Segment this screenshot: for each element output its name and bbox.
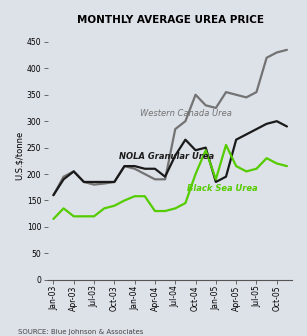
Title: MONTHLY AVERAGE UREA PRICE: MONTHLY AVERAGE UREA PRICE — [77, 15, 264, 25]
Text: NOLA Granular Urea: NOLA Granular Urea — [119, 152, 215, 161]
Text: Black Sea Urea: Black Sea Urea — [188, 184, 258, 193]
Text: SOURCE: Blue Johnson & Associates: SOURCE: Blue Johnson & Associates — [18, 329, 144, 335]
Text: Western Canada Urea: Western Canada Urea — [140, 109, 231, 118]
Y-axis label: U.S.$/tonne: U.S.$/tonne — [15, 131, 24, 180]
